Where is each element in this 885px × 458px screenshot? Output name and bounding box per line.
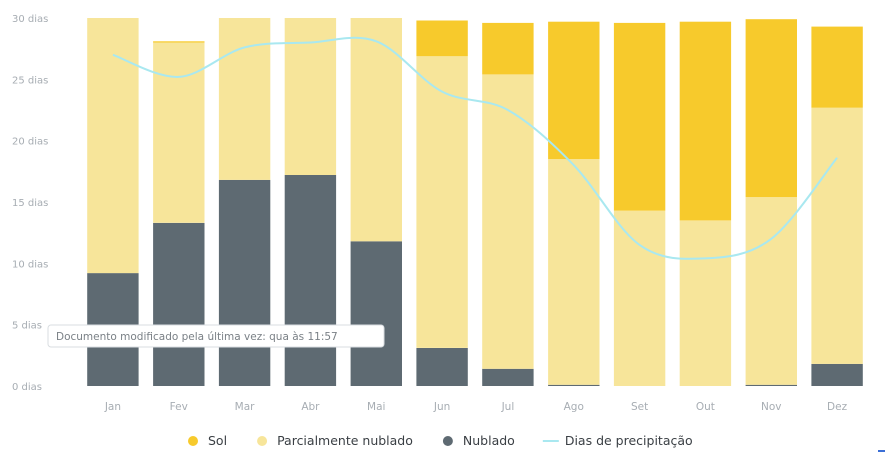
x-tick-label: Nov [761,401,782,413]
legend-label: Parcialmente nublado [277,433,413,448]
tooltip-text: Documento modificado pela última vez: qu… [56,331,338,343]
tooltip-box [47,324,385,348]
x-tick-label: Ago [564,401,584,413]
legend-marker [188,436,198,446]
bar-segment [153,222,205,386]
bar-segment [416,348,468,386]
precipitation-line [112,36,838,260]
bar-segment [153,42,205,223]
x-axis: Jan Fev Mar Abr Mai Jun Jul Ago Set Out Nov Dez [104,401,848,413]
bar-segment [679,21,732,221]
y-tick-label: 15 dias [12,198,48,209]
bar-segment [350,241,402,386]
bar-segment [745,197,797,385]
bar-segment [482,368,534,386]
bar-segment [811,363,863,386]
y-tick-label: 5 dias [12,321,42,332]
corner-mark [878,450,885,452]
bar-segment [613,210,666,386]
bar-segment [548,21,600,160]
bar-segment [482,74,534,369]
y-tick-label: 10 dias [12,259,48,270]
x-tick-label: Abr [301,401,320,413]
bar-segment [811,26,863,108]
bar-segment [745,384,797,386]
x-tick-label: Out [696,401,715,413]
bar-segment [153,41,205,43]
bar-segment [416,20,468,57]
y-tick-label: 0 dias [12,382,42,393]
legend-label: Nublado [463,433,515,448]
legend-label: Sol [208,433,227,448]
bar-segment [284,175,337,386]
bar-segment [218,179,271,386]
x-tick-label: Fev [170,401,188,413]
bar-segment [745,19,797,198]
bar-segment [811,107,863,364]
y-tick-label: 20 dias [12,137,48,148]
x-tick-label: Jan [104,401,121,413]
legend-marker [442,436,453,446]
x-tick-label: Mai [367,401,385,413]
x-tick-label: Jun [433,401,450,413]
bar-segment [416,56,468,348]
bar-segment [87,18,139,274]
bar-segment [548,384,600,386]
y-tick-label: 30 dias [12,14,48,25]
x-tick-label: Mar [235,401,255,413]
y-tick-label: 25 dias [12,75,48,86]
bar-segment [482,22,534,75]
y-axis: 0 dias 5 dias 10 dias 15 dias 20 dias 25 dias… [12,14,48,393]
x-tick-label: Set [631,401,648,413]
legend-marker [257,436,268,446]
bar-segment [350,18,402,242]
x-tick-label: Jul [501,401,515,413]
bar-segment [613,22,666,211]
bar-segment [548,159,600,385]
legend: Sol Parcialmente nublado Nublado Dias de pr… [188,433,693,448]
tooltip: Documento modificado pela última vez: qu… [47,324,385,348]
x-tick-label: Dez [827,401,848,413]
precipitation-line-path [112,36,838,260]
bar-segment [284,18,337,175]
legend-label: Dias de precipitação [565,433,693,448]
bar-segment [218,18,271,180]
bar-segment [679,220,732,386]
